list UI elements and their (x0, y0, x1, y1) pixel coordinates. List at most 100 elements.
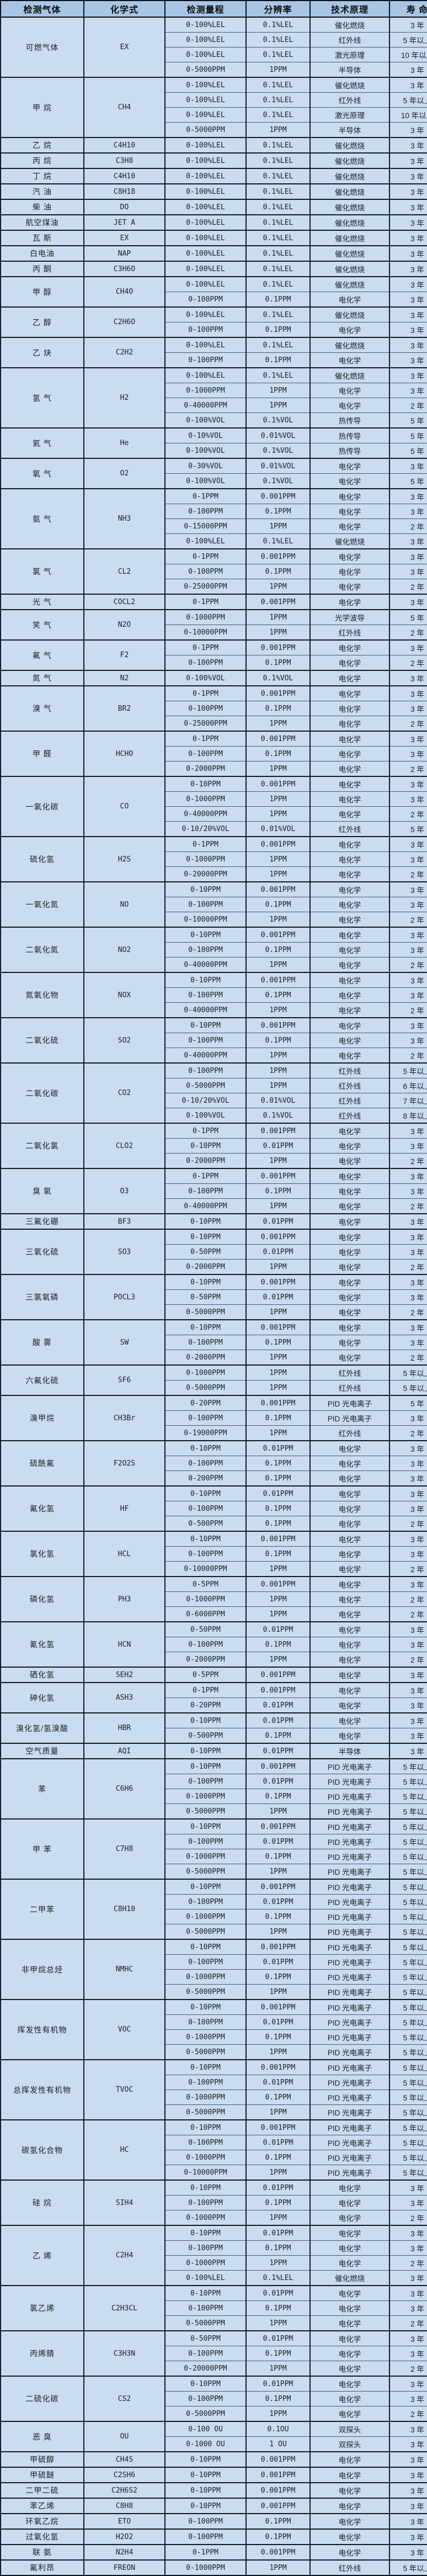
principle-cell: 电化学 (309, 1213, 390, 1230)
range-cell: 0-10PPM (164, 1999, 247, 2015)
resolution-cell: 0.001PPM (245, 731, 311, 747)
lifetime-cell: 5 年以上 (389, 32, 427, 47)
resolution-cell: 0.1PPM (245, 1728, 311, 1744)
range-cell: 0-40000PPM (164, 957, 247, 973)
gas-name-cell: 三氯氧磷 (0, 1274, 84, 1320)
lifetime-cell: 3 年 (389, 2225, 427, 2241)
formula-cell: SIH4 (83, 2180, 166, 2226)
lifetime-cell: 5 年以上 (389, 1909, 427, 1924)
formula-cell: SO3 (83, 1229, 166, 1275)
resolution-cell: 1 OU (245, 2436, 311, 2452)
resolution-cell: 0.1PPM (245, 1516, 311, 1532)
resolution-cell: 0.1PPM (245, 2300, 311, 2316)
resolution-cell: 0.1PPM (245, 1789, 311, 1804)
resolution-cell: 0.1PPM (245, 987, 311, 1003)
lifetime-cell: 3 年 (389, 1168, 427, 1184)
table-row: 0-1000PPM 1PPM 电化学 3 年 (1, 851, 427, 867)
resolution-cell: 0.01%VOL (245, 458, 311, 474)
resolution-cell: 1PPM (245, 1380, 311, 1396)
lifetime-cell: 2 年 (389, 1259, 427, 1275)
principle-cell: 电化学 (309, 2361, 390, 2377)
table-row: 乙 烷 C4H10 0-100%LEL 0.1%LEL 催化燃烧 3 年 (0, 137, 427, 154)
range-cell: 0-10PPM (164, 1440, 247, 1456)
principle-cell: 电化学 (309, 488, 390, 504)
table-row: 汽 油 C8H18 0-100%LEL 0.1%LEL 催化燃烧 3 年 (0, 183, 427, 200)
lifetime-cell: 5 年以上 (389, 2059, 427, 2075)
lifetime-cell: 2 年 (389, 2406, 427, 2422)
range-cell: 0-1000PPM (164, 1909, 247, 1924)
formula-cell: C2H6S2 (83, 2482, 166, 2499)
table-row: 砷化氢 ASH3 0-1PPM 0.001PPM 电化学 3 年 (0, 1682, 427, 1713)
table-row: 氮氧化物 NOX 0-10PPM 0.001PPM 电化学 3 年 (0, 972, 427, 1018)
range-cell: 0-50PPM (164, 1244, 247, 1260)
principle-cell: 电化学 (309, 806, 390, 822)
range-cell: 0-20PPM (164, 1697, 247, 1713)
table-row: 0-100PPM 0.1PPM 电化学 3 年 (1, 897, 427, 912)
lifetime-cell: 3 年 (389, 2498, 427, 2514)
formula-cell: CO2 (83, 1062, 166, 1124)
range-cell: 0-25000PPM (164, 716, 247, 732)
principle-cell: PID 光电离子 (309, 2165, 390, 2181)
formula-cell: CS2 (83, 2376, 166, 2422)
gas-name-cell: 氟利昂 (0, 2559, 84, 2576)
range-cell: 0-5000PPM (164, 1304, 247, 1320)
table-row: 磷化氢 PH3 0-5PPM 0.001PPM 电化学 3 年 (0, 1576, 427, 1622)
lifetime-cell: 3 年 (389, 306, 427, 322)
resolution-cell: 0.001PPM (245, 1229, 311, 1245)
resolution-cell: 0.01PPM (245, 2225, 311, 2241)
lifetime-cell: 2 年 (389, 716, 427, 732)
principle-cell: 电化学 (309, 2451, 390, 2468)
resolution-cell: 0.1PPM (245, 504, 311, 519)
principle-cell: 催化燃烧 (309, 367, 390, 383)
principle-cell: 电化学 (309, 2513, 390, 2530)
resolution-cell: 1PPM (245, 1304, 311, 1320)
principle-cell: PID 光电离子 (309, 2135, 390, 2150)
lifetime-cell: 3 年 (389, 1743, 427, 1759)
range-cell: 0-1000PPM (164, 2255, 247, 2271)
lifetime-cell: 3 年 (389, 137, 427, 154)
resolution-cell: 0.1PPM (245, 2090, 311, 2105)
resolution-cell: 0.1%LEL (245, 17, 311, 33)
formula-cell: CO (83, 776, 166, 837)
principle-cell: 电化学 (309, 504, 390, 519)
formula-cell: O2 (83, 458, 166, 489)
lifetime-cell: 3 年 (389, 292, 427, 308)
table-row: 0-100PPM 0.1PPM 电化学 3 年 (1, 1033, 427, 1048)
gas-name-cell: 三氧化硫 (0, 1229, 84, 1275)
resolution-cell: 1PPM (245, 2165, 311, 2181)
principle-cell: 红外线 (309, 1108, 390, 1124)
resolution-cell: 1PPM (245, 716, 311, 732)
resolution-cell: 0.1%LEL (245, 199, 311, 215)
range-cell: 0-10PPM (164, 2059, 247, 2075)
range-cell: 0-100%VOL (164, 1108, 247, 1124)
table-row: 0-2000PPM 1PPM 电化学 2 年 (1, 1350, 427, 1366)
principle-cell: 电化学 (309, 2529, 390, 2545)
formula-cell: C6H6 (83, 1758, 166, 1819)
lifetime-cell: 3 年 (389, 276, 427, 292)
formula-cell: HBR (83, 1712, 166, 1744)
lifetime-cell: 2 年 (389, 957, 427, 973)
lifetime-cell: 3 年 (389, 2482, 427, 2499)
lifetime-cell: 3 年 (389, 168, 427, 184)
range-cell: 0-10PPM (164, 2376, 247, 2392)
gas-name-cell: 二氧化硫 (0, 1017, 84, 1064)
range-cell: 0-10PPM (164, 776, 247, 792)
principle-cell: 电化学 (309, 866, 390, 882)
table-row: 氟化氢 HF 0-10PPM 0.01PPM 电化学 3 年 (0, 1485, 427, 1532)
resolution-cell: 1PPM (245, 1803, 311, 1819)
range-cell: 0-20000PPM (164, 2361, 247, 2377)
range-cell: 0-5000PPM (164, 1864, 247, 1880)
lifetime-cell: 2 年 (389, 1198, 427, 1214)
range-cell: 0-100PPM (164, 2014, 247, 2030)
principle-cell: 电化学 (309, 292, 390, 308)
lifetime-cell: 3 年 (389, 261, 427, 277)
principle-cell: 电化学 (309, 322, 390, 338)
table-row: 瓦 斯 EX 0-100%LEL 0.1%LEL 催化燃烧 3 年 (0, 230, 427, 246)
resolution-cell: 0.001PPM (245, 1395, 311, 1411)
table-row: 0-100PPM 0.1PPM 电化学 3 年 (1, 987, 427, 1003)
table-row: 0-100PPM 0.1PPM 电化学 3 年 (1, 2240, 427, 2256)
lifetime-cell: 3 年 (389, 701, 427, 716)
principle-cell: 电化学 (309, 1728, 390, 1744)
